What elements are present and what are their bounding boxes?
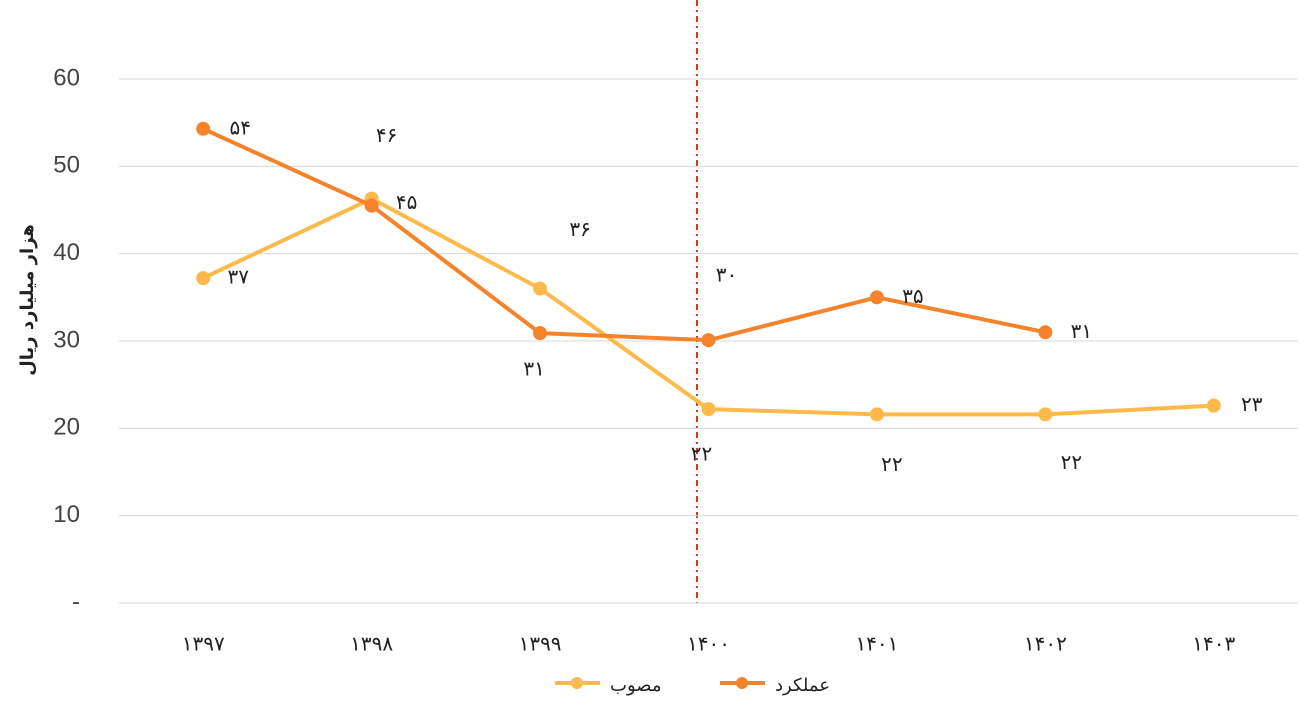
y-tick-label: 30 bbox=[53, 326, 80, 353]
legend-label: مصوب bbox=[610, 675, 662, 696]
data-label: ۳۵ bbox=[902, 284, 923, 308]
point bbox=[1038, 407, 1053, 422]
y-tick-label: 10 bbox=[53, 501, 80, 528]
series-line bbox=[202, 196, 1214, 417]
y-tick-label: 50 bbox=[53, 152, 80, 179]
data-label: ۴۶ bbox=[376, 123, 397, 147]
point bbox=[1206, 398, 1221, 413]
data-label: ۲۲ bbox=[1061, 450, 1082, 474]
y-axis-label: هزار میلیارد ریال bbox=[17, 224, 38, 376]
point bbox=[1038, 325, 1053, 340]
point bbox=[533, 326, 548, 341]
data-label: ۵۴ bbox=[229, 115, 250, 139]
x-tick-label: ۱۴۰۲ bbox=[1024, 632, 1067, 656]
x-tick-label: ۱۳۹۷ bbox=[182, 632, 225, 656]
x-tick-label: ۱۴۰۳ bbox=[1192, 632, 1235, 656]
point bbox=[196, 121, 211, 136]
data-label: ۲۲ bbox=[691, 442, 712, 466]
point bbox=[869, 290, 884, 305]
series-line bbox=[202, 126, 1046, 343]
data-label: ۳۱ bbox=[1071, 319, 1092, 343]
data-label: ۳۰ bbox=[716, 263, 737, 287]
y-tick-label: 20 bbox=[53, 414, 80, 441]
data-label: ۳۷ bbox=[227, 265, 249, 289]
point bbox=[869, 407, 884, 422]
y-tick-label: 60 bbox=[53, 64, 80, 91]
point bbox=[701, 402, 716, 417]
data-label: ۲۳ bbox=[1241, 392, 1263, 416]
point bbox=[701, 333, 716, 348]
data-label: ۳۶ bbox=[569, 217, 590, 241]
point bbox=[364, 198, 379, 213]
data-label: ۲۲ bbox=[881, 452, 902, 476]
x-tick-label: ۱۳۹۹ bbox=[519, 632, 562, 656]
legend-marker bbox=[571, 677, 583, 689]
y-tick-label: - bbox=[72, 588, 80, 615]
data-label: ۳۱ bbox=[523, 357, 544, 381]
point bbox=[196, 271, 211, 286]
x-tick-label: ۱۳۹۸ bbox=[350, 632, 393, 656]
x-tick-label: ۱۴۰۰ bbox=[687, 632, 730, 656]
point bbox=[533, 281, 548, 296]
y-tick-label: 40 bbox=[53, 239, 80, 266]
data-label: ۴۵ bbox=[396, 190, 417, 214]
x-tick-label: ۱۴۰۱ bbox=[855, 632, 898, 656]
legend-label: عملکرد bbox=[775, 675, 830, 696]
legend-marker bbox=[736, 677, 748, 689]
